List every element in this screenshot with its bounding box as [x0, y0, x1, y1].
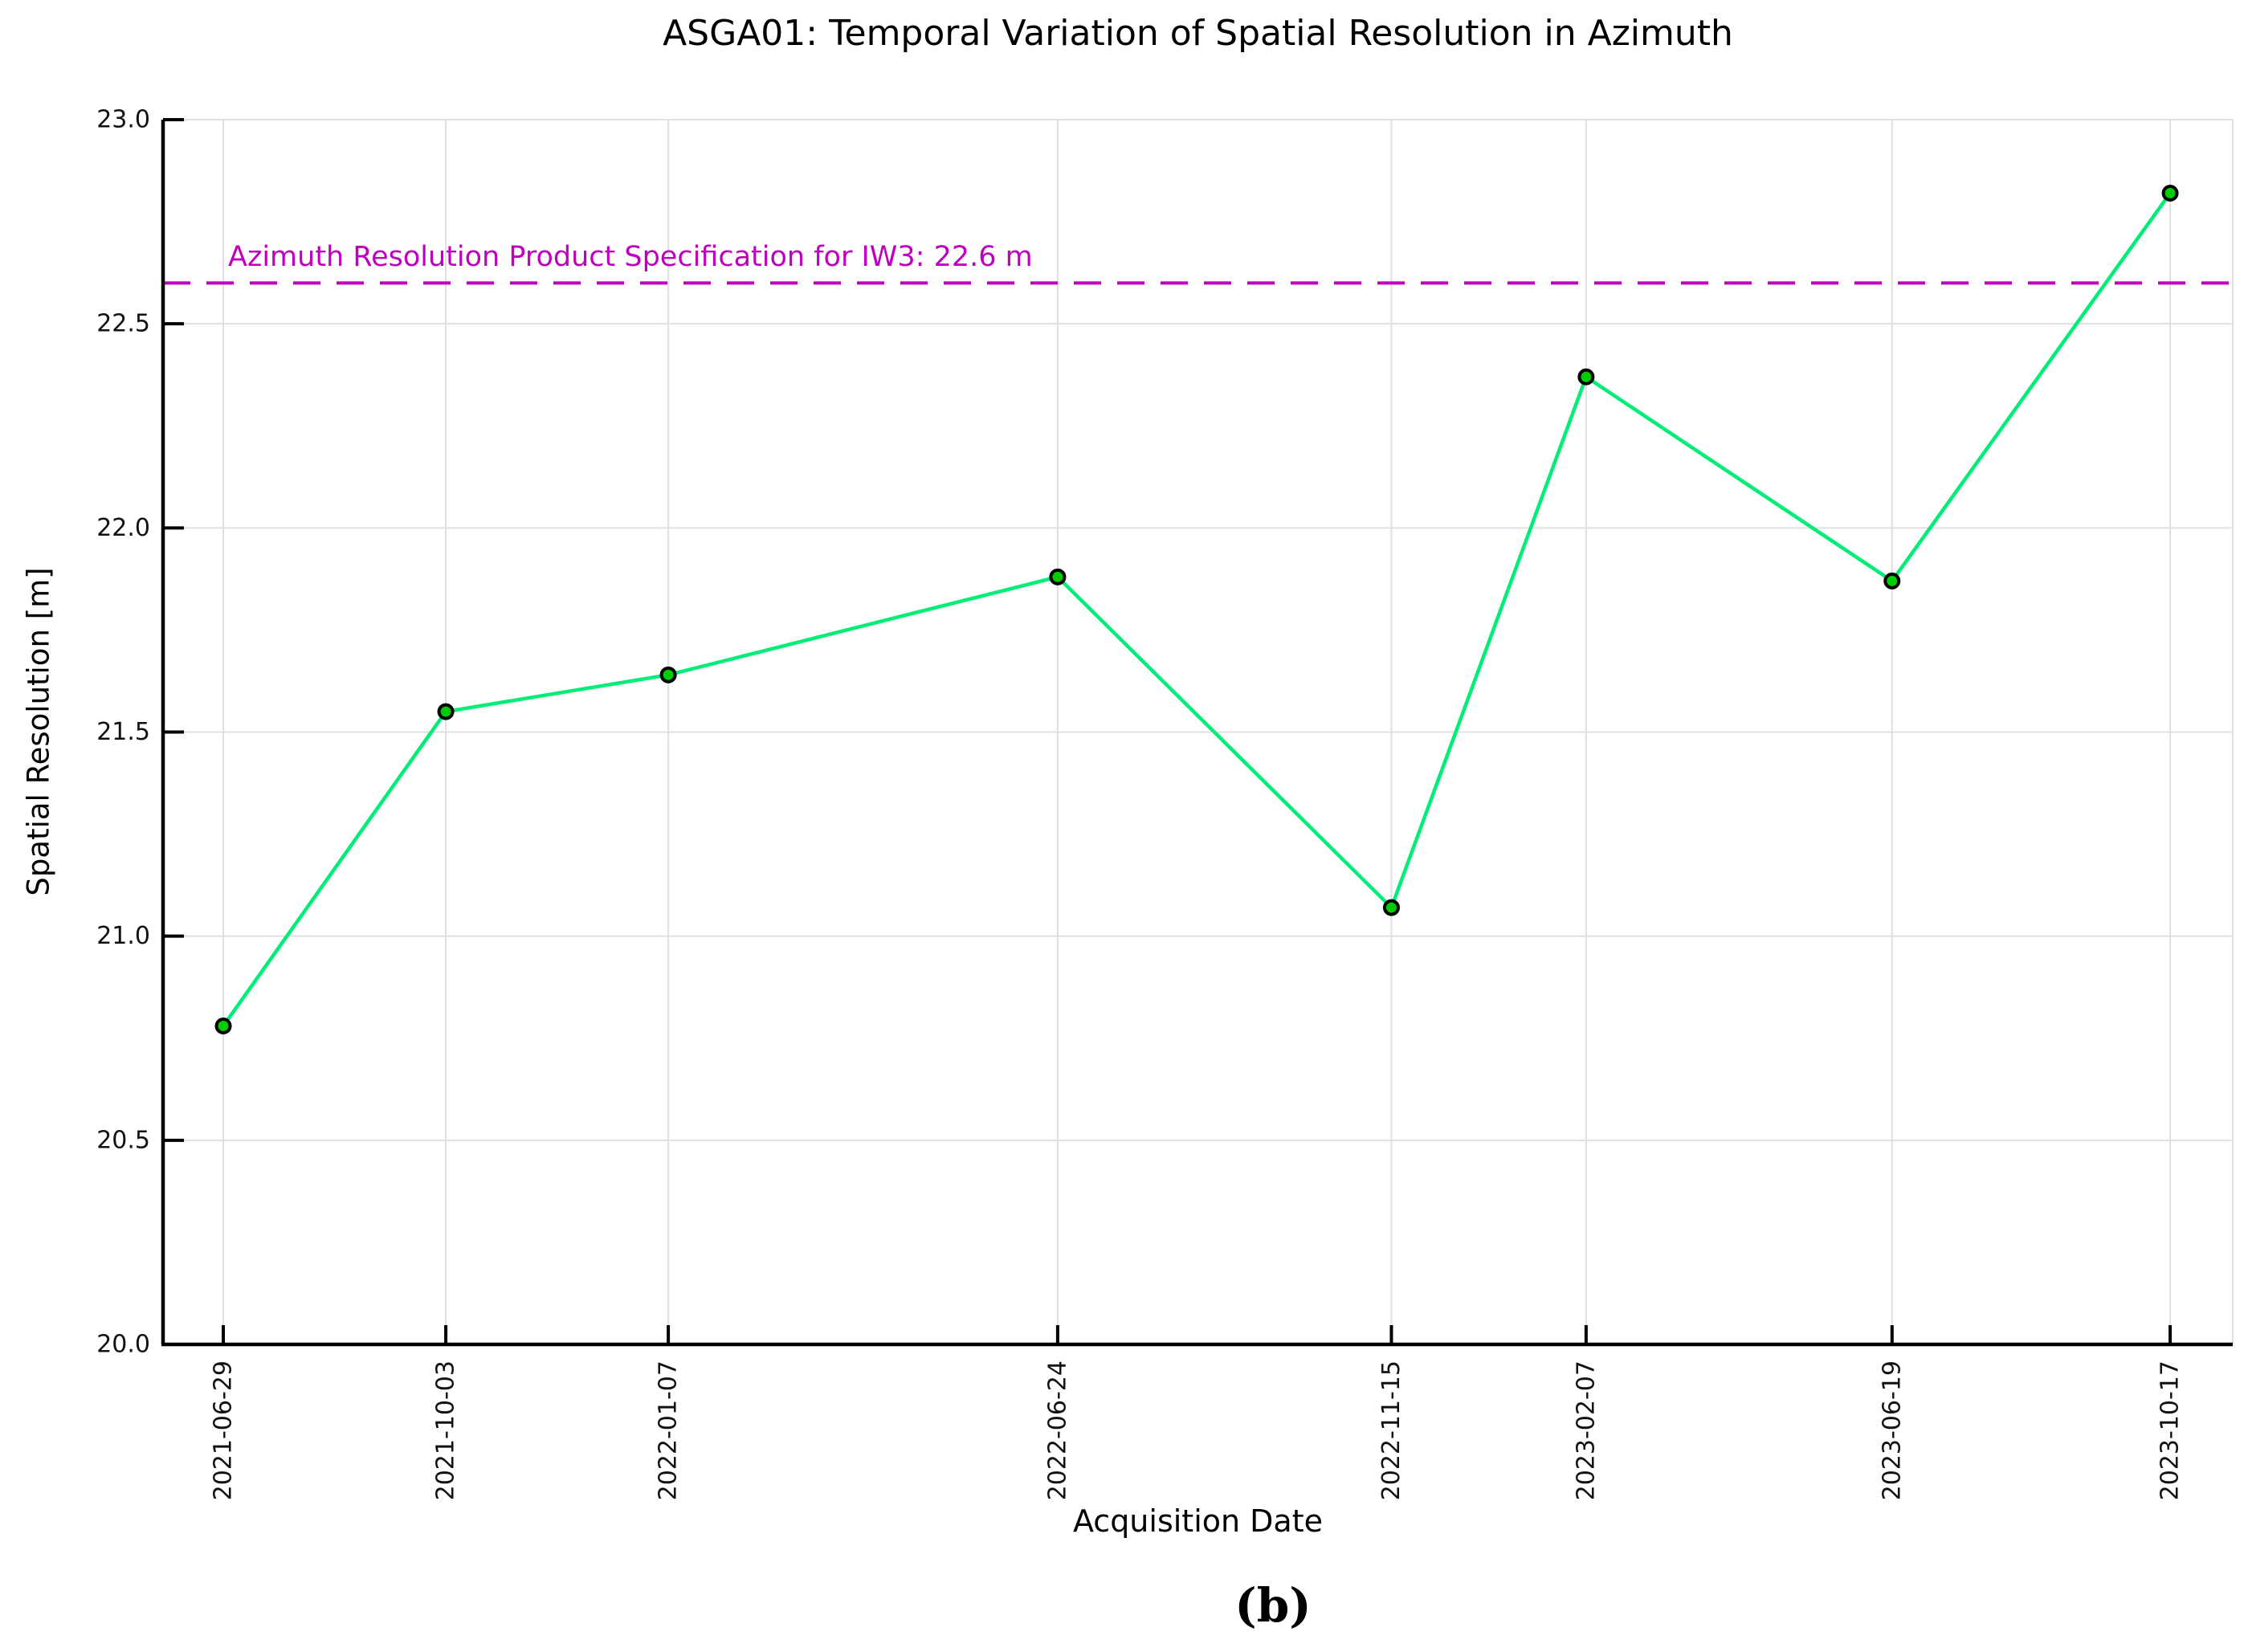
x-axis-title: Acquisition Date: [1072, 1503, 1324, 1539]
data-point-marker: [1382, 899, 1400, 916]
x-tick-label: 2023-06-19: [1878, 1360, 1906, 1500]
y-axis-title: Spatial Resolution [m]: [21, 567, 56, 896]
axis-tick-labels-group: 20.0 20.5 21.0 21.5 22.0 22.5 23.0 2021-06-29 20…: [96, 106, 2184, 1501]
reference-line-annotation: Azimuth Resolution Product Specification…: [228, 241, 1033, 273]
x-tick-label: 2021-06-29: [210, 1360, 238, 1500]
x-tick-label: 2023-10-17: [2156, 1360, 2185, 1500]
figure-caption: (b): [1234, 1578, 1312, 1633]
series-line-group: [221, 191, 2173, 1028]
gridlines-group: [163, 119, 2234, 1345]
y-tick-label: 21.5: [96, 718, 150, 746]
x-tick-label: 2022-01-07: [655, 1360, 683, 1500]
chart-title: ASGA01: Temporal Variation of Spatial Re…: [663, 13, 1733, 54]
data-point-marker: [437, 703, 455, 720]
x-tick-label: 2023-02-07: [1572, 1360, 1600, 1500]
y-tick-label: 22.5: [96, 310, 150, 338]
x-tick-label: 2022-06-24: [1043, 1360, 1071, 1500]
y-tick-label: 23.0: [96, 106, 150, 134]
y-tick-label: 21.0: [96, 922, 150, 950]
y-tick-label: 20.0: [96, 1331, 150, 1359]
data-point-marker: [1049, 568, 1067, 585]
data-point-marker: [659, 666, 677, 683]
y-tick-label: 22.0: [96, 514, 150, 542]
data-point-marker: [1883, 572, 1901, 589]
x-tick-label: 2021-10-03: [432, 1360, 460, 1500]
y-tick-label: 20.5: [96, 1126, 150, 1154]
data-point-marker: [214, 1018, 232, 1034]
data-point-markers-group: [214, 185, 2179, 1034]
axis-ticks-group: [163, 118, 2173, 1346]
x-tick-label: 2022-11-15: [1377, 1360, 1406, 1500]
resolution-line: [221, 191, 2173, 1028]
data-point-marker: [2161, 185, 2179, 202]
data-point-marker: [1577, 368, 1595, 385]
